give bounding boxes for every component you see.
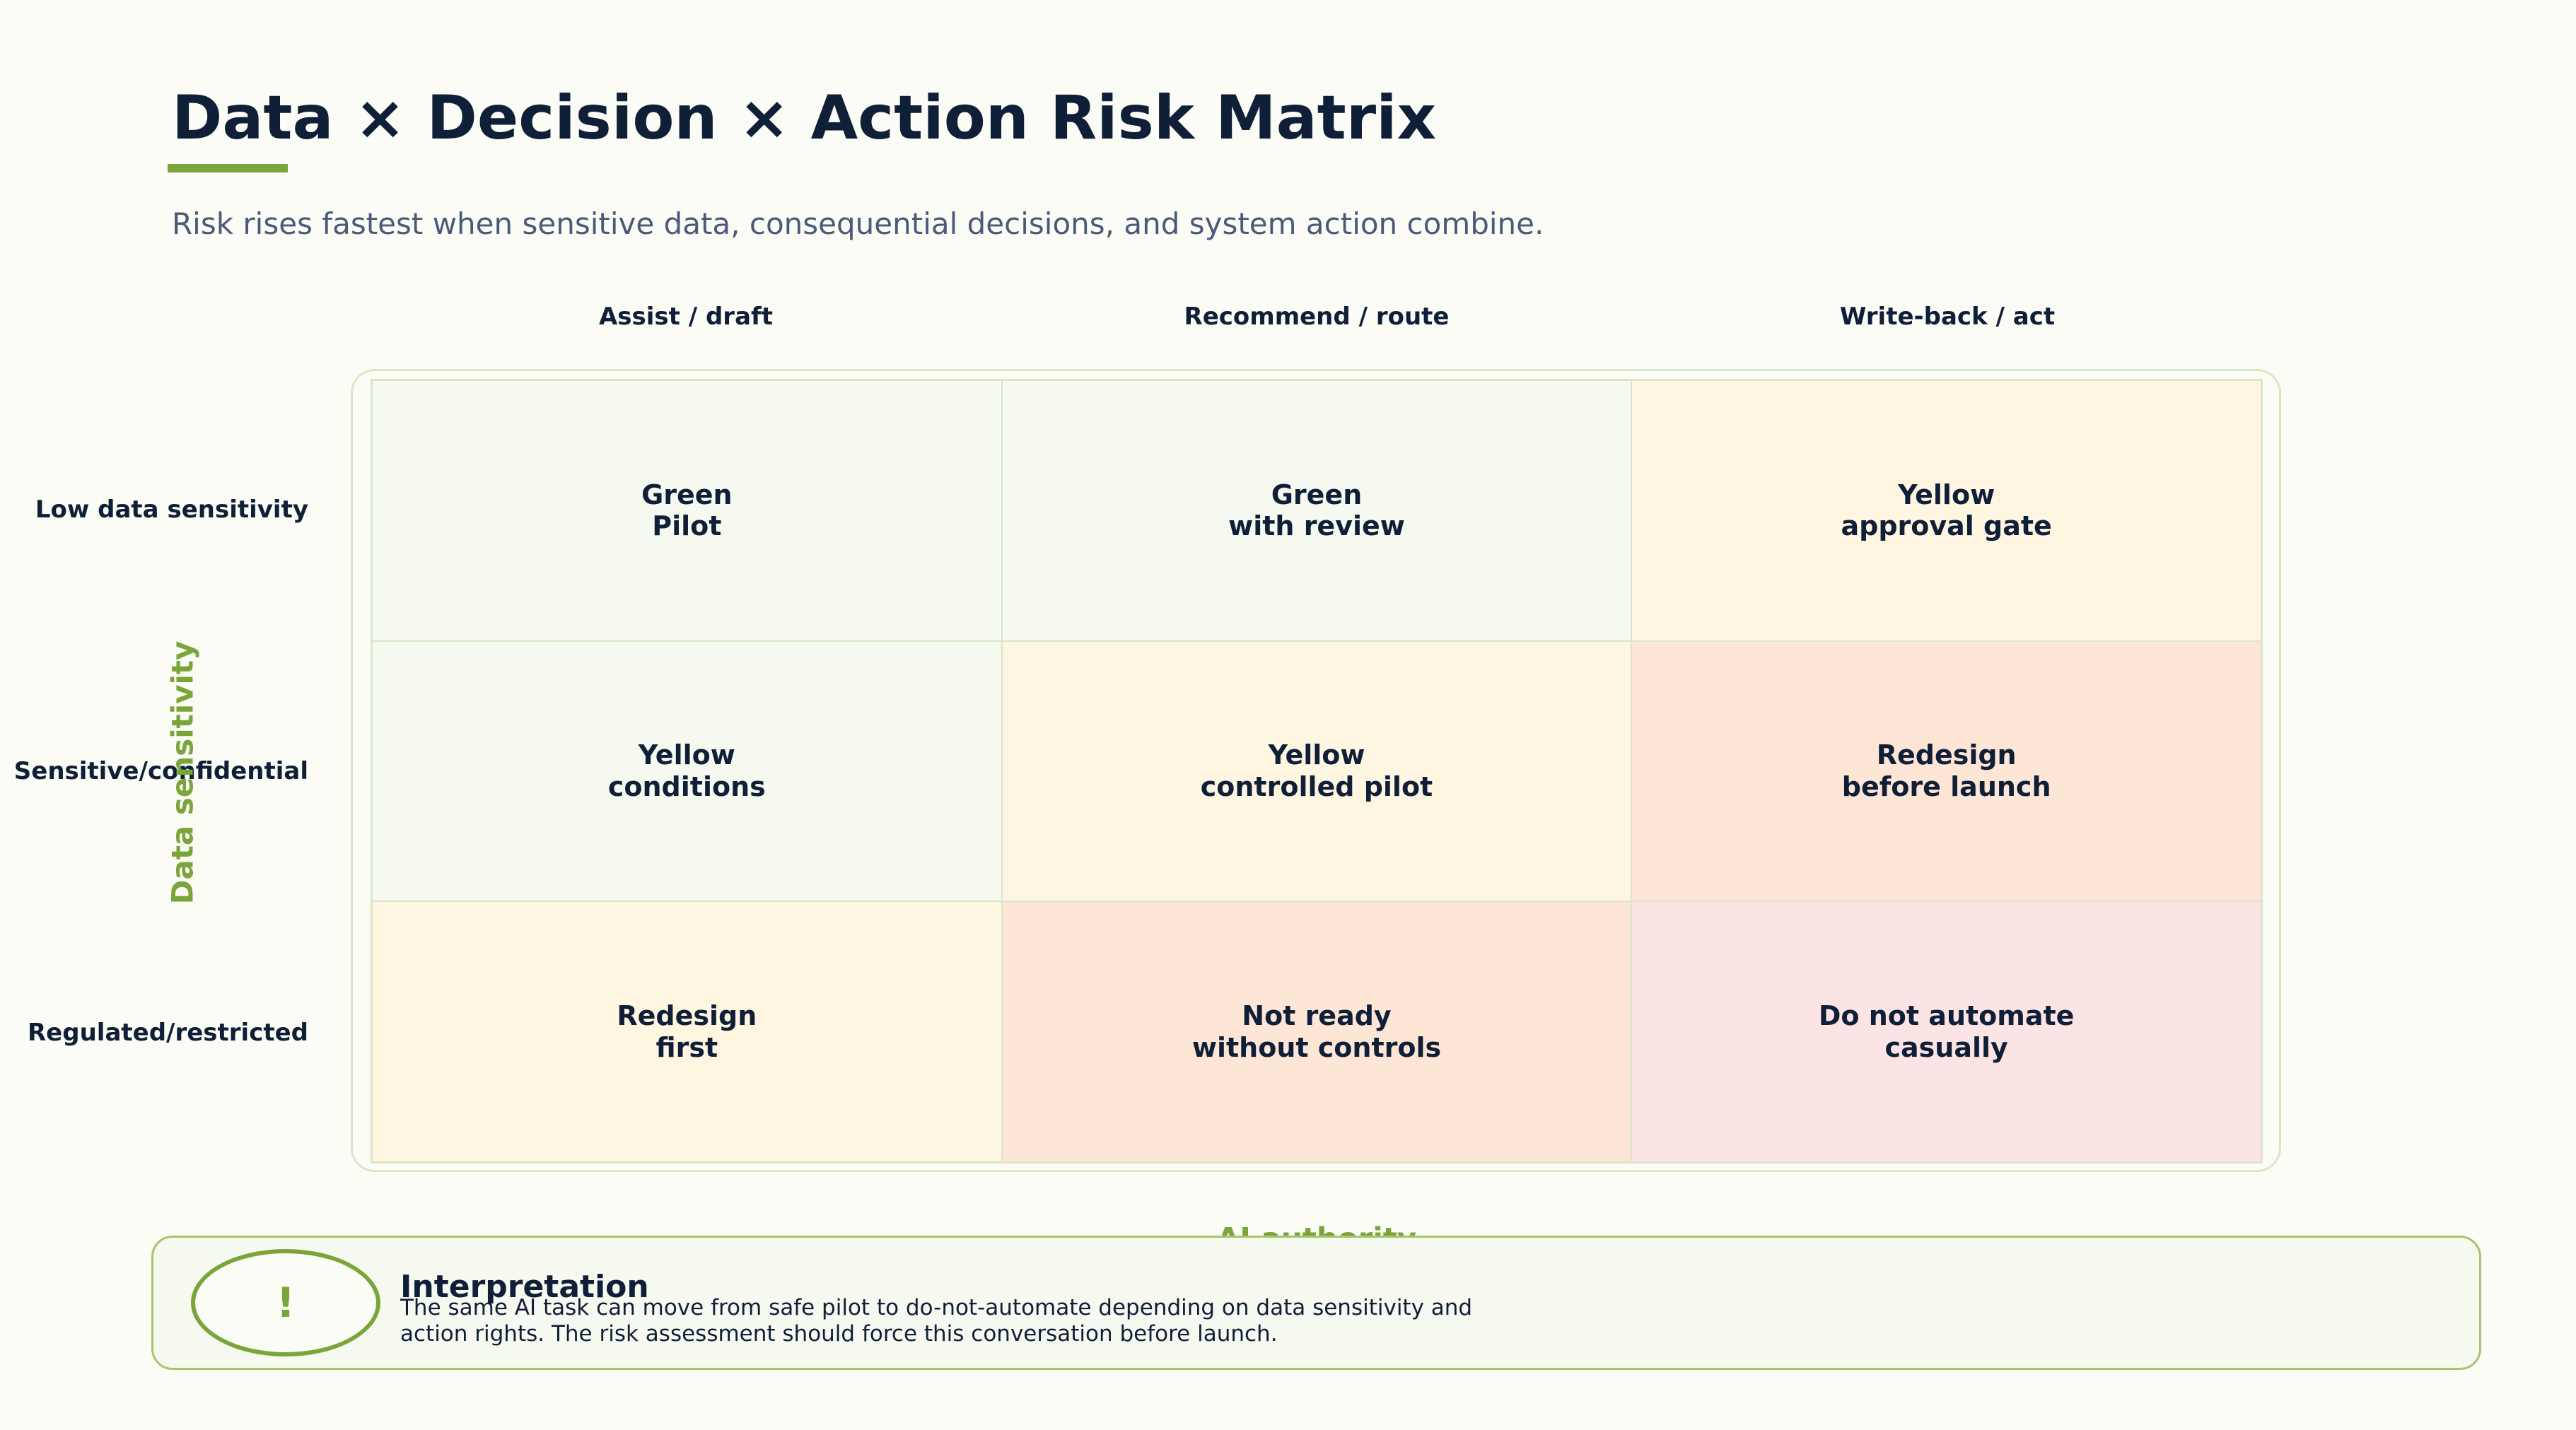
interpretation-callout	[151, 1236, 2481, 1370]
cell-status: Green	[1271, 479, 1363, 510]
column-header-write-back: Write-back / act	[1839, 303, 2056, 331]
cell-status: Green	[641, 479, 733, 510]
cell-detail: with review	[1228, 510, 1405, 542]
column-header-assist: Assist / draft	[598, 303, 774, 331]
matrix-cell: Green with review	[1001, 380, 1632, 641]
callout-body-line: The same AI task can move from safe pilo…	[400, 1295, 1473, 1320]
cell-detail: conditions	[607, 770, 766, 802]
page-title: Data × Decision × Action Risk Matrix	[172, 83, 1437, 153]
cell-detail: without controls	[1191, 1031, 1442, 1063]
column-header-recommend: Recommend / route	[1184, 303, 1450, 331]
matrix-cell: Yellow conditions	[372, 640, 1002, 902]
risk-matrix: Green Pilot Green with review Yellow approv…	[371, 379, 2263, 1164]
cell-status: Redesign	[617, 1000, 757, 1031]
cell-status: Yellow	[638, 739, 735, 771]
cell-status: Do not automate	[1818, 1000, 2075, 1031]
cell-detail: first	[655, 1031, 718, 1063]
matrix-cell: Not ready without controls	[1001, 901, 1632, 1162]
cell-detail: before launch	[1841, 770, 2051, 802]
matrix-cell: Yellow controlled pilot	[1001, 640, 1632, 902]
matrix-cell: Do not automate casually	[1631, 901, 2261, 1162]
row-header-regulated: Regulated/restricted	[28, 1019, 308, 1047]
callout-body: The same AI task can move from safe pilo…	[400, 1295, 1532, 1347]
y-axis-label: Data sensitivity	[165, 640, 200, 905]
row-header-sensitive: Sensitive/confidential	[13, 757, 308, 785]
title-underline	[168, 164, 288, 172]
matrix-cell: Redesign before launch	[1631, 640, 2261, 902]
cell-status: Not ready	[1242, 1000, 1392, 1031]
matrix-cell: Green Pilot	[372, 380, 1002, 641]
exclamation-icon: !	[191, 1249, 380, 1356]
cell-status: Redesign	[1876, 739, 2017, 771]
cell-status: Yellow	[1898, 479, 1995, 510]
matrix-frame	[351, 369, 2281, 1172]
cell-detail: casually	[1884, 1031, 2008, 1063]
cell-detail: Pilot	[652, 510, 722, 542]
callout-body-line: action rights. The risk assessment shoul…	[400, 1321, 1278, 1347]
row-header-low: Low data sensitivity	[35, 496, 308, 524]
page-subtitle: Risk rises fastest when sensitive data, …	[172, 206, 1544, 241]
cell-detail: controlled pilot	[1200, 770, 1433, 802]
matrix-cell: Yellow approval gate	[1631, 380, 2261, 641]
cell-status: Yellow	[1268, 739, 1365, 771]
matrix-cell: Redesign first	[372, 901, 1002, 1162]
cell-detail: approval gate	[1841, 510, 2052, 542]
callout-title: Interpretation	[400, 1269, 649, 1305]
